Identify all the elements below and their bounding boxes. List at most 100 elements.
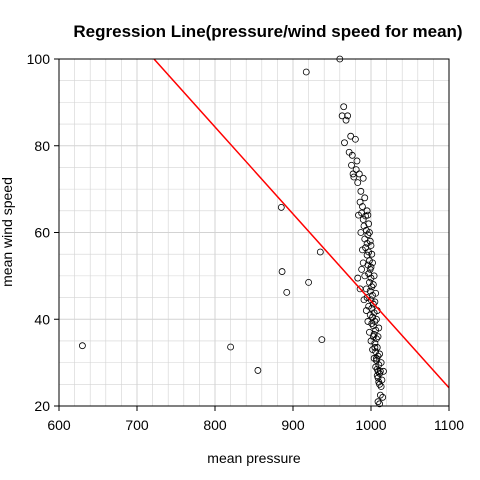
data-point [254,367,262,374]
data-point [359,174,367,182]
data-point [354,179,362,187]
data-point [359,246,366,254]
x-tick-label: 800 [203,417,227,433]
data-point [79,342,86,350]
data-point [373,354,380,362]
data-point [357,187,365,195]
data-point [366,237,374,245]
data-point [366,311,374,319]
y-axis: 20 40 60 80 100 [27,51,59,414]
data-point [365,302,373,310]
y-tick-label: 40 [34,311,50,327]
data-point [348,151,356,159]
data-point [376,400,383,408]
data-point [355,170,363,178]
data-point [377,383,385,390]
data-point [372,363,380,371]
data-point [369,259,376,267]
data-point [344,112,352,120]
data-points [79,55,387,408]
data-point [380,367,387,375]
data-point [350,173,358,181]
data-point [367,263,375,271]
data-point [370,354,378,362]
data-point [354,274,362,282]
y-tick-label: 100 [27,51,51,67]
data-point [227,343,235,351]
data-point [305,278,313,286]
data-point [277,203,285,211]
data-point [351,135,359,143]
data-point [364,211,372,219]
data-point [362,307,370,314]
data-point [278,268,286,275]
data-point [371,344,379,351]
data-point [316,248,324,256]
data-point [379,393,387,401]
data-point [375,324,383,332]
regression-line-layer [153,58,450,389]
data-point [364,231,372,239]
data-point [373,357,380,364]
data-point [368,250,376,258]
x-tick-label: 1000 [355,417,386,433]
data-point [358,265,366,273]
data-point [338,112,346,120]
data-point [371,339,379,347]
data-point [369,333,377,341]
data-point [373,344,381,351]
data-point [348,161,355,169]
data-point [369,300,377,308]
x-axis: 600 700 800 900 1000 1100 [47,406,464,433]
x-tick-label: 900 [281,417,305,433]
data-point [376,380,383,388]
data-point [357,229,365,236]
data-point [374,333,382,341]
data-point [374,352,382,360]
data-point [367,296,375,304]
data-point [369,281,377,288]
data-point [367,242,375,249]
data-point [355,211,362,219]
data-point [366,328,373,336]
data-point [359,259,367,267]
x-axis-label: mean pressure [207,450,301,466]
x-tick-label: 600 [47,417,71,433]
data-point [283,288,291,296]
data-point [360,222,368,230]
data-point [364,318,372,325]
data-point [363,294,371,301]
data-point [369,346,376,354]
x-tick-label: 700 [125,417,149,433]
y-tick-label: 20 [34,398,50,414]
data-point [370,272,378,280]
data-point [341,139,348,147]
data-point [373,315,380,323]
data-point [365,220,373,228]
data-point [361,272,369,280]
data-point [374,398,382,406]
data-point [362,285,370,293]
data-point [356,198,364,206]
data-point [363,207,371,215]
data-point [374,367,382,375]
data-point [366,229,373,236]
data-point [376,391,384,399]
chart-title: Regression Line(pressure/wind speed for … [73,22,462,41]
data-point [340,103,348,111]
data-point [366,278,373,286]
y-axis-label: mean wind speed [0,177,15,287]
data-point [369,313,376,321]
regression-line [153,58,450,389]
data-point [302,68,310,76]
data-point [367,337,375,345]
y-tick-label: 60 [34,225,50,241]
data-point [342,116,350,124]
data-point [376,367,384,375]
data-point [372,289,380,297]
data-point [353,157,361,165]
data-point [359,203,366,210]
data-point [359,216,367,223]
